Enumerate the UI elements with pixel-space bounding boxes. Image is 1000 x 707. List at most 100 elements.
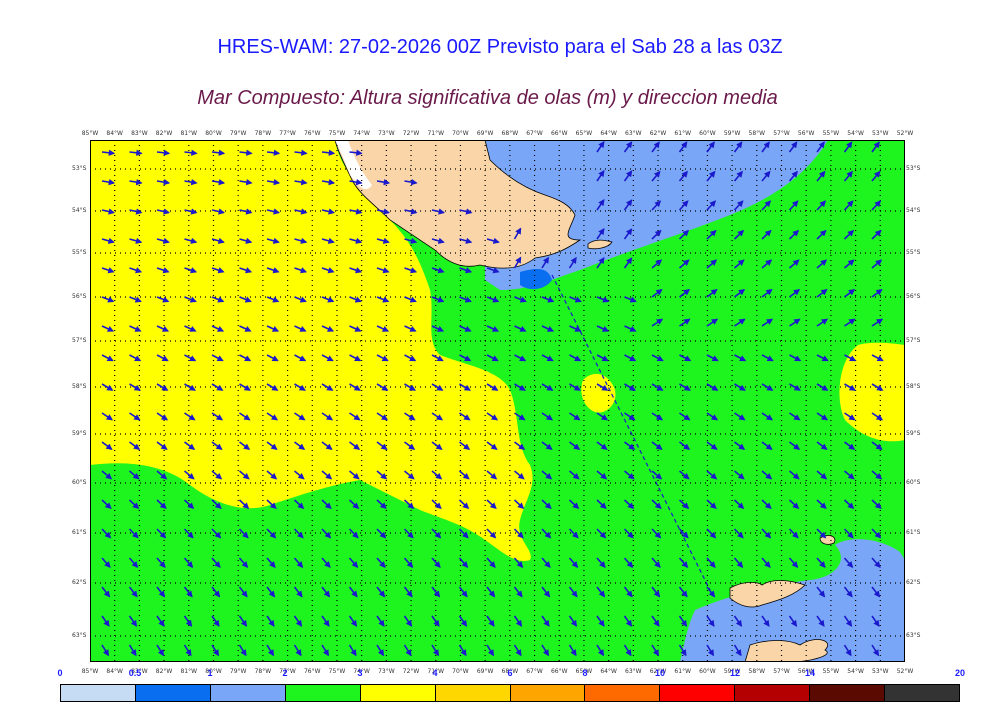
direction-arrow bbox=[376, 237, 390, 244]
direction-arrow bbox=[101, 296, 115, 303]
direction-arrow bbox=[651, 200, 662, 211]
lon-label: 75°W bbox=[328, 668, 346, 675]
direction-arrow bbox=[486, 644, 495, 657]
direction-arrow bbox=[458, 615, 468, 627]
lon-label: 60°W bbox=[699, 668, 716, 675]
direction-arrow bbox=[128, 528, 139, 539]
map-frame bbox=[90, 140, 905, 662]
lat-lon-grid bbox=[90, 140, 905, 662]
lon-label: 57°W bbox=[773, 668, 790, 675]
direction-arrow bbox=[678, 586, 688, 598]
ice-region-tdf bbox=[335, 140, 372, 190]
direction-arrow bbox=[184, 325, 197, 332]
direction-arrow bbox=[624, 296, 637, 303]
direction-arrow bbox=[514, 296, 527, 303]
lon-label: 73°W bbox=[378, 130, 395, 137]
direction-arrow bbox=[404, 441, 416, 450]
colorbar-tick-label: 3 bbox=[357, 668, 363, 678]
direction-arrow bbox=[623, 199, 633, 211]
direction-arrow bbox=[348, 470, 360, 480]
direction-arrow bbox=[101, 383, 114, 391]
colorbar bbox=[60, 684, 960, 702]
lon-label: 62°W bbox=[649, 130, 667, 137]
direction-arrow bbox=[321, 237, 335, 244]
direction-arrow bbox=[128, 470, 140, 480]
direction-arrow bbox=[596, 412, 609, 421]
map-title: HRES-WAM: 27-02-2026 00Z Previsto para e… bbox=[217, 36, 783, 58]
direction-arrow bbox=[459, 354, 472, 362]
direction-arrow bbox=[156, 237, 170, 244]
direction-arrow bbox=[706, 289, 718, 298]
direction-arrow bbox=[156, 412, 169, 421]
direction-arrow bbox=[239, 178, 253, 186]
direction-arrow bbox=[789, 412, 801, 421]
direction-arrow bbox=[706, 441, 718, 450]
direction-arrow bbox=[294, 296, 307, 303]
direction-arrow bbox=[266, 412, 279, 421]
direction-arrow bbox=[706, 644, 715, 657]
direction-arrow bbox=[706, 586, 716, 598]
direction-arrow bbox=[761, 499, 772, 510]
direction-arrow bbox=[184, 267, 198, 274]
direction-arrow bbox=[843, 615, 853, 627]
direction-arrow bbox=[293, 644, 302, 657]
direction-arrow bbox=[513, 586, 523, 598]
lon-label: 60°W bbox=[699, 130, 716, 137]
direction-arrow bbox=[129, 296, 142, 303]
direction-arrow bbox=[761, 354, 774, 362]
direction-arrow bbox=[651, 383, 664, 391]
direction-arrow bbox=[513, 615, 523, 627]
lon-label: 66°W bbox=[550, 668, 568, 675]
direction-arrow bbox=[403, 615, 413, 627]
direction-arrow bbox=[321, 644, 330, 657]
direction-arrow bbox=[101, 644, 110, 657]
direction-arrow bbox=[321, 267, 335, 274]
direction-arrow bbox=[679, 289, 691, 298]
lon-label: 61°W bbox=[674, 130, 692, 137]
direction-arrow bbox=[404, 178, 418, 186]
direction-arrow bbox=[678, 141, 688, 153]
direction-arrow bbox=[596, 557, 606, 569]
direction-arrow bbox=[431, 644, 440, 657]
direction-arrow bbox=[486, 557, 496, 569]
colorbar-tick-label: 2 bbox=[282, 668, 288, 678]
direction-arrow bbox=[761, 289, 773, 298]
direction-arrow bbox=[816, 470, 828, 480]
direction-arrow bbox=[816, 354, 829, 362]
direction-arrow bbox=[211, 644, 220, 657]
direction-arrow bbox=[788, 229, 800, 240]
direction-arrow bbox=[651, 644, 660, 657]
colorbar-segment bbox=[135, 685, 211, 701]
direction-arrow bbox=[376, 383, 389, 391]
direction-arrow bbox=[128, 499, 140, 510]
direction-arrow bbox=[101, 557, 111, 569]
direction-arrow bbox=[678, 499, 690, 510]
lon-label: 85°W bbox=[81, 130, 99, 137]
direction-arrow bbox=[211, 237, 225, 244]
direction-arrow bbox=[321, 296, 335, 303]
direction-arrow bbox=[678, 259, 690, 269]
direction-arrow bbox=[183, 615, 193, 627]
direction-arrow bbox=[678, 615, 688, 627]
direction-arrow bbox=[266, 586, 276, 598]
direction-arrow bbox=[733, 644, 742, 657]
direction-arrow bbox=[211, 528, 222, 539]
band-3-4m-east bbox=[839, 342, 905, 442]
direction-arrow bbox=[651, 229, 662, 240]
lon-label: 65°W bbox=[575, 668, 593, 675]
band-05-1m bbox=[520, 269, 552, 290]
lon-label: 66°W bbox=[550, 130, 568, 137]
direction-arrow bbox=[184, 296, 197, 303]
direction-arrow bbox=[623, 644, 632, 657]
direction-arrow bbox=[844, 354, 857, 362]
isla-de-los-estados bbox=[587, 239, 613, 250]
direction-arrow bbox=[486, 499, 497, 510]
direction-arrow bbox=[734, 412, 746, 421]
direction-arrow bbox=[376, 267, 390, 274]
direction-arrow bbox=[816, 441, 828, 450]
direction-arrow bbox=[294, 237, 308, 244]
direction-arrow bbox=[513, 528, 524, 539]
lat-label: 61°S bbox=[906, 529, 921, 536]
direction-arrow bbox=[101, 178, 116, 186]
direction-arrow bbox=[788, 557, 799, 569]
